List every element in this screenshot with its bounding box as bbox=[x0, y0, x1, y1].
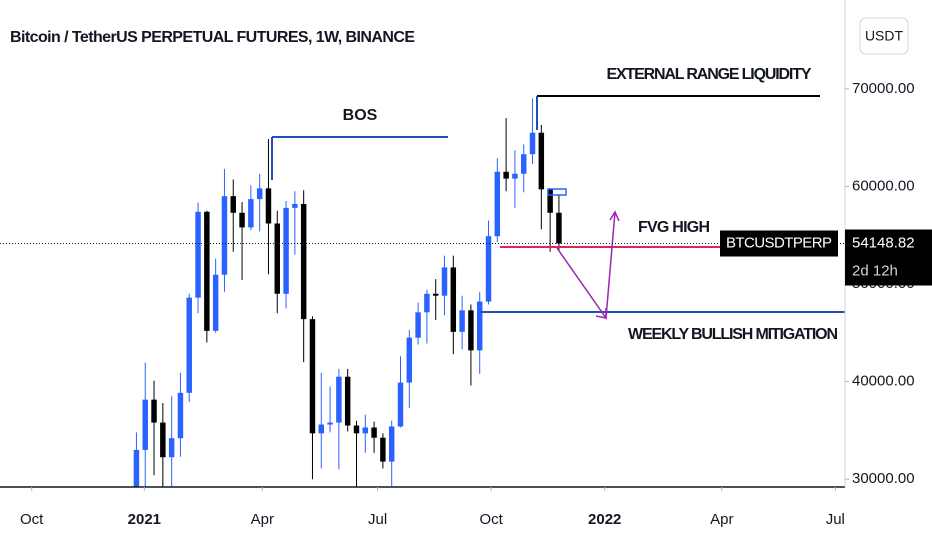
candle-body bbox=[362, 427, 369, 434]
candle-body bbox=[450, 267, 457, 332]
candle-body bbox=[177, 392, 184, 439]
candle-body bbox=[248, 199, 254, 228]
x-tick-label: 2022 bbox=[588, 511, 621, 528]
candle-body bbox=[239, 212, 245, 228]
candle-body bbox=[283, 207, 289, 294]
candle-body bbox=[133, 449, 140, 487]
x-tick-label: 2021 bbox=[128, 511, 161, 528]
arrow-head bbox=[595, 308, 607, 319]
candle-body bbox=[327, 422, 333, 425]
candle-body bbox=[503, 171, 509, 179]
candle-body bbox=[230, 196, 236, 213]
x-tick-label: Apr bbox=[251, 511, 274, 528]
candle-body bbox=[556, 212, 562, 244]
candle-body bbox=[168, 438, 175, 458]
candle-body bbox=[406, 337, 413, 383]
candle-body bbox=[309, 319, 316, 434]
candle-body bbox=[160, 422, 166, 458]
candle-body bbox=[256, 188, 263, 200]
annotation: BOS bbox=[343, 107, 378, 124]
candle-body bbox=[142, 399, 148, 450]
candle-body bbox=[151, 399, 157, 423]
candle-body bbox=[292, 203, 298, 208]
candle-body bbox=[204, 211, 210, 331]
time-box bbox=[845, 257, 932, 286]
candle-body bbox=[485, 236, 492, 302]
candle-body bbox=[336, 376, 342, 423]
x-tick-label: Oct bbox=[20, 511, 44, 528]
candle-body bbox=[318, 424, 325, 434]
candle-body bbox=[459, 310, 465, 332]
annotation: WEEKLY BULLISH MITIGATION bbox=[628, 326, 838, 343]
currency-label[interactable]: USDT bbox=[865, 28, 904, 44]
arrow-head bbox=[609, 210, 620, 222]
y-tick-label: 30000.00 bbox=[852, 470, 915, 487]
candle-body bbox=[344, 376, 351, 426]
candle-body bbox=[300, 203, 307, 320]
candle-body bbox=[186, 297, 192, 393]
plot-area bbox=[133, 98, 562, 487]
x-tick-label: Jul bbox=[826, 511, 845, 528]
candle-body bbox=[397, 382, 404, 427]
candle-body bbox=[195, 211, 201, 298]
candle-body bbox=[274, 223, 280, 294]
candle-body bbox=[265, 188, 272, 224]
candle-body bbox=[547, 189, 553, 213]
fvg-box bbox=[547, 188, 567, 196]
candle-body bbox=[415, 312, 421, 338]
candle-body bbox=[529, 132, 536, 155]
candle-body bbox=[388, 426, 395, 462]
candle-body bbox=[538, 132, 545, 190]
candle-body bbox=[432, 293, 439, 296]
candle-body bbox=[520, 154, 527, 174]
time-left-label: 2d 12h bbox=[852, 262, 898, 279]
candle-body bbox=[212, 274, 219, 331]
candle-body bbox=[468, 310, 474, 351]
y-tick-label: 70000.00 bbox=[852, 80, 915, 97]
y-tick-label: 60000.00 bbox=[852, 177, 915, 194]
price-box bbox=[845, 229, 932, 258]
chart-title: Bitcoin / TetherUS PERPETUAL FUTURES, 1W… bbox=[10, 29, 415, 46]
candle-body bbox=[494, 171, 501, 237]
candle-body bbox=[476, 301, 483, 351]
candle-body bbox=[380, 437, 386, 462]
x-tick-label: Oct bbox=[479, 511, 503, 528]
candle-body bbox=[371, 427, 377, 438]
currency-button[interactable] bbox=[859, 17, 909, 55]
candle-body bbox=[512, 173, 518, 179]
x-tick-label: Jul bbox=[368, 511, 387, 528]
last-price-label: 54148.82 bbox=[852, 234, 915, 251]
y-tick-label: 40000.00 bbox=[852, 373, 915, 390]
candle-body bbox=[353, 425, 360, 434]
annotation: FVG HIGH bbox=[638, 219, 710, 236]
symbol-label: BTCUSDTPERP bbox=[726, 234, 832, 251]
x-tick-label: Apr bbox=[710, 511, 733, 528]
candle-body bbox=[424, 293, 430, 313]
candle-body bbox=[441, 267, 448, 296]
candle-body bbox=[221, 196, 228, 275]
annotation: EXTERNAL RANGE LIQUIDITY bbox=[607, 66, 812, 83]
symbol-box bbox=[720, 230, 838, 257]
